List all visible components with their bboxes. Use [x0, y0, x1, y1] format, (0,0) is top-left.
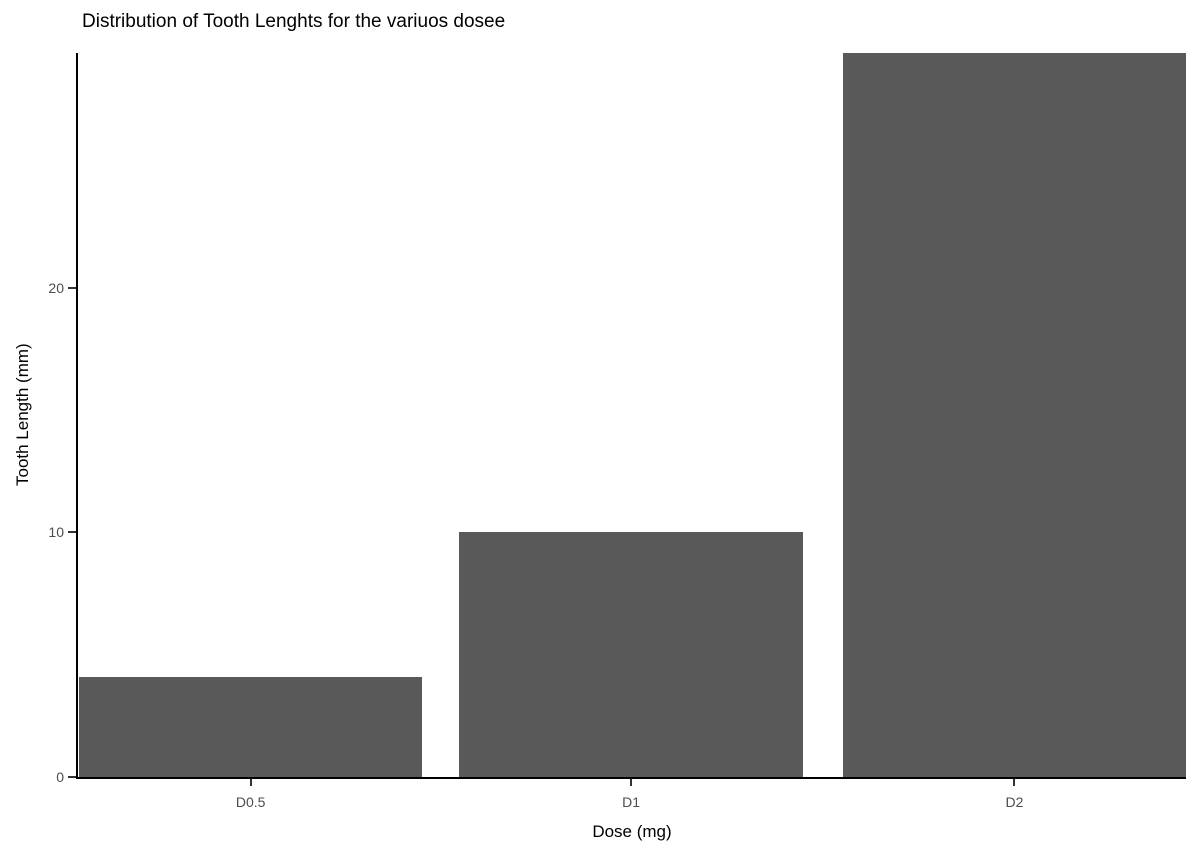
x-tick-mark: [630, 779, 633, 786]
x-tick-mark: [1013, 779, 1016, 786]
x-tick-label: D1: [622, 794, 640, 810]
x-tick-label: D2: [1005, 794, 1024, 810]
bar-d1: [459, 532, 804, 777]
y-axis-ticks: 0 10 20: [0, 53, 76, 785]
x-axis-title: Dose (mg): [592, 822, 672, 841]
chart-title: Distribution of Tooth Lenghts for the va…: [82, 11, 506, 32]
bars-layer: [78, 53, 1186, 777]
y-tick-label: 10: [48, 524, 64, 541]
plot-area: [76, 53, 1186, 779]
bar-d0-5: [79, 676, 423, 777]
x-tick-mark: [249, 779, 252, 786]
y-tick-mark: [68, 286, 76, 289]
y-tick-label: 0: [56, 769, 64, 785]
bar-d2: [842, 53, 1186, 777]
y-tick-mark: [68, 776, 76, 778]
y-tick-mark: [68, 531, 76, 534]
x-axis-ticks: D0.5 D1 D2: [78, 779, 1186, 821]
y-tick-label: 20: [48, 279, 64, 296]
x-tick-label: D0.5: [235, 794, 266, 810]
